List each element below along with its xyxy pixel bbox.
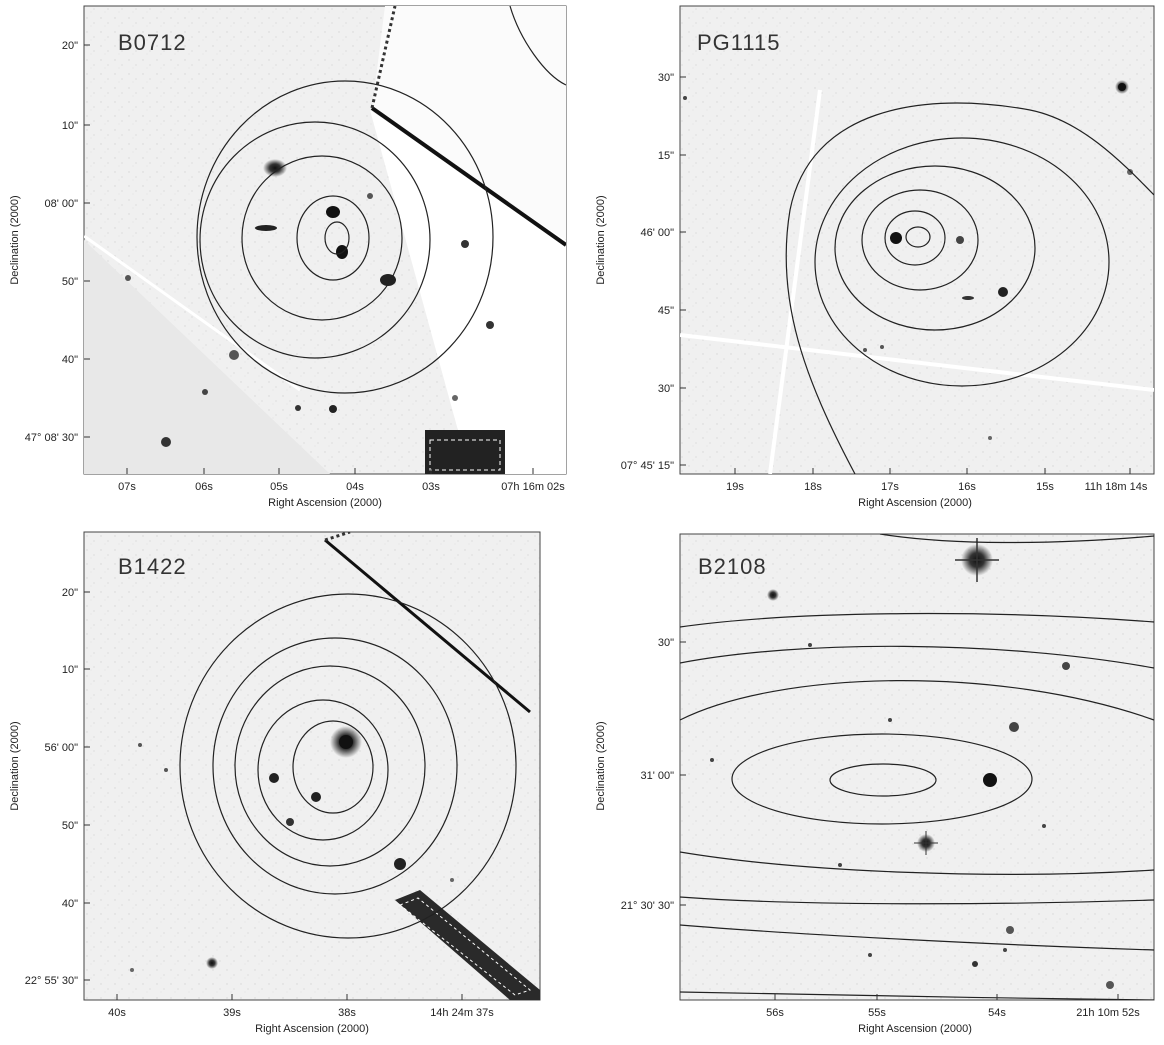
x-tick-label: 14h 24m 37s [430,1007,494,1019]
panel-title: PG1115 [697,30,780,55]
y-tick-label: 10" [62,120,78,132]
panel-title: B2108 [698,554,767,579]
y-tick-label: 21° 30' 30" [621,900,674,912]
y-axis-title: Declination (2000) [595,721,607,810]
x-tick-label: 03s [422,481,440,493]
x-tick-label: 07s [118,481,136,493]
y-tick-label: 30" [658,72,674,84]
y-tick-label: 31' 00" [640,770,674,782]
tick-marks [680,76,1131,474]
panel-title: B1422 [118,554,187,579]
sky-image [680,80,1154,474]
panel-frame [679,533,1155,1001]
x-tick-label: 21h 10m 52s [1076,1007,1140,1019]
panel-frame [679,5,1155,475]
x-tick-label: 40s [108,1007,126,1019]
y-tick-label: 46' 00" [640,227,674,239]
x-axis-title: Right Ascension (2000) [255,1023,369,1035]
y-axis-title: Declination (2000) [9,721,21,810]
y-tick-label: 22° 55' 30" [25,975,78,987]
x-tick-label: 16s [958,481,976,493]
x-tick-label: 54s [988,1007,1006,1019]
y-tick-label: 20" [62,587,78,599]
y-tick-marks [84,44,90,438]
panel-b2108: B2108 30" 31' 00" 21° 30' 30" 56s 55s 54… [595,533,1155,1035]
x-tick-label: 15s [1036,481,1054,493]
y-tick-label: 56' 00" [44,742,78,754]
y-tick-label: 07° 45' 15" [621,460,674,472]
y-tick-label: 40" [62,898,78,910]
x-tick-label: 18s [804,481,822,493]
y-tick-label: 50" [62,276,78,288]
y-tick-label: 45" [658,305,674,317]
x-tick-label: 06s [195,481,213,493]
y-axis-title: Declination (2000) [595,195,607,284]
x-tick-label: 17s [881,481,899,493]
y-tick-label: 10" [62,664,78,676]
x-axis-title: Right Ascension (2000) [858,1023,972,1035]
panel-title: B0712 [118,30,187,55]
panel-frame [83,531,541,1001]
tick-marks [680,641,1119,1000]
x-tick-label: 38s [338,1007,356,1019]
panel-b0712: B0712 20" 10" 08' 00" 50" 40" 47° 08' 30… [9,5,567,509]
x-axis-title: Right Ascension (2000) [268,497,382,509]
y-tick-label: 47° 08' 30" [25,432,78,444]
sky-image [680,534,1154,1000]
y-tick-label: 40" [62,354,78,366]
x-tick-label: 05s [270,481,288,493]
x-axis-title: Right Ascension (2000) [858,497,972,509]
y-tick-label: 30" [658,383,674,395]
x-tick-label: 07h 16m 02s [501,481,565,493]
x-tick-label: 56s [766,1007,784,1019]
y-axis-title: Declination (2000) [9,195,21,284]
x-tick-label: 39s [223,1007,241,1019]
y-tick-label: 30" [658,637,674,649]
y-tick-label: 50" [62,820,78,832]
y-tick-label: 15" [658,150,674,162]
sky-image [130,532,540,1000]
x-tick-label: 04s [346,481,364,493]
x-tick-label: 19s [726,481,744,493]
x-tick-label: 11h 18m 14s [1085,481,1148,493]
x-tick-marks [126,468,534,474]
x-tick-label: 55s [868,1007,886,1019]
sky-image [84,6,566,474]
panel-b1422: B1422 20" 10" 56' 00" 50" 40" 22° 55' 30… [9,531,541,1035]
y-tick-label: 20" [62,40,78,52]
panel-pg1115: PG1115 30" 15" 46' 00" 45" 30" 07° 45' 1… [595,5,1155,509]
tick-marks [84,591,463,1000]
y-tick-label: 08' 00" [44,198,78,210]
